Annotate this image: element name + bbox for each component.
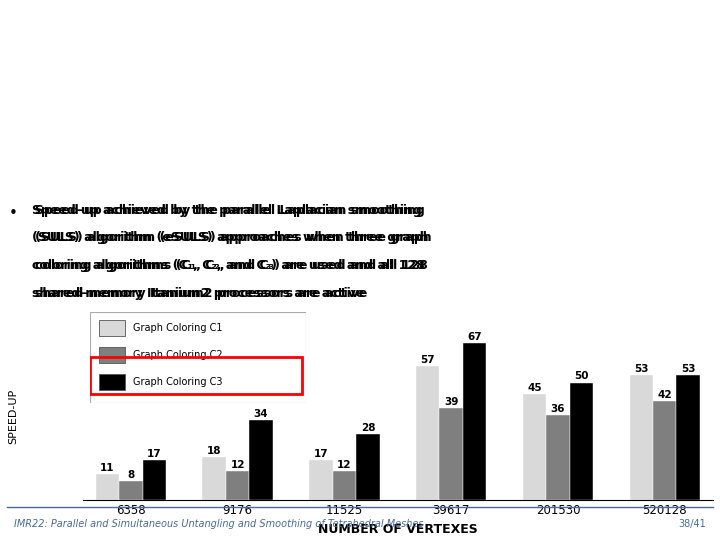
Text: SPEED-UP: SPEED-UP — [8, 388, 18, 443]
Text: 39: 39 — [444, 397, 459, 407]
Text: Speed-up achieved by the parallel Laplacian smoothing: Speed-up achieved by the parallel Laplac… — [32, 204, 422, 217]
Bar — [249, 420, 273, 500]
Bar — [99, 347, 125, 363]
Text: 17: 17 — [314, 449, 328, 458]
Bar — [677, 375, 700, 500]
Text: Graph Coloring C2: Graph Coloring C2 — [133, 350, 222, 360]
Text: 11: 11 — [100, 463, 114, 472]
Text: 67: 67 — [467, 332, 482, 342]
Bar — [570, 382, 593, 500]
Bar — [309, 460, 333, 500]
Bar — [356, 434, 379, 500]
Text: Graph Coloring C3: Graph Coloring C3 — [133, 377, 222, 387]
X-axis label: NUMBER OF VERTEXES: NUMBER OF VERTEXES — [318, 523, 477, 536]
Bar — [99, 320, 125, 336]
Text: 34: 34 — [254, 409, 269, 419]
Bar — [653, 401, 677, 500]
Text: 57: 57 — [420, 355, 435, 365]
Text: Influence of coloring algorithms: Influence of coloring algorithms — [18, 42, 544, 70]
Text: coloring algorithms (C₁, C₂, and C₃) are used and all 128: coloring algorithms (C₁, C₂, and C₃) are… — [35, 259, 427, 272]
Text: 17: 17 — [147, 449, 162, 458]
Bar — [99, 374, 125, 390]
Bar — [463, 343, 487, 500]
Text: coloring algorithms (C₁, C₂, and C₃) are used and all 128: coloring algorithms (C₁, C₂, and C₃) are… — [32, 259, 425, 272]
Text: shared-memory Itanium2 processors are active: shared-memory Itanium2 processors are ac… — [35, 287, 367, 300]
Text: 18: 18 — [207, 446, 221, 456]
Text: 50: 50 — [575, 372, 589, 381]
Text: 8: 8 — [127, 470, 135, 480]
Bar — [202, 457, 226, 500]
Text: 45: 45 — [527, 383, 541, 393]
Bar — [629, 375, 653, 500]
Text: 28: 28 — [361, 423, 375, 433]
Bar — [546, 415, 570, 500]
Text: on parallel performance: on parallel performance — [18, 125, 413, 153]
Text: (SULS) algorithm (eSULS) approaches when three graph: (SULS) algorithm (eSULS) approaches when… — [32, 232, 429, 245]
Bar — [333, 471, 356, 500]
Text: 38/41: 38/41 — [678, 519, 706, 529]
Text: 12: 12 — [337, 460, 351, 470]
Bar — [119, 481, 143, 500]
Bar — [523, 394, 546, 500]
Bar — [226, 471, 249, 500]
Text: (SULS) algorithm (eSULS) approaches when three graph: (SULS) algorithm (eSULS) approaches when… — [35, 232, 431, 245]
Text: Graph Coloring C1: Graph Coloring C1 — [133, 323, 222, 333]
Text: shared-memory Itanium2 processors are active: shared-memory Itanium2 processors are ac… — [32, 287, 365, 300]
Text: IMR22: Parallel and Simultaneous Untangling and Smoothing of Tetrahedral Meshes: IMR22: Parallel and Simultaneous Untangl… — [14, 519, 424, 529]
Text: Speed-up achieved by the parallel Laplacian smoothing: Speed-up achieved by the parallel Laplac… — [35, 204, 424, 217]
Bar — [416, 366, 439, 500]
Bar — [96, 474, 119, 500]
Bar — [143, 460, 166, 500]
Bar — [439, 408, 463, 500]
Text: 53: 53 — [634, 364, 649, 374]
Text: 53: 53 — [681, 364, 696, 374]
Text: 42: 42 — [657, 390, 672, 400]
Text: •: • — [9, 206, 17, 221]
Text: 12: 12 — [230, 460, 245, 470]
Text: 36: 36 — [551, 404, 565, 414]
